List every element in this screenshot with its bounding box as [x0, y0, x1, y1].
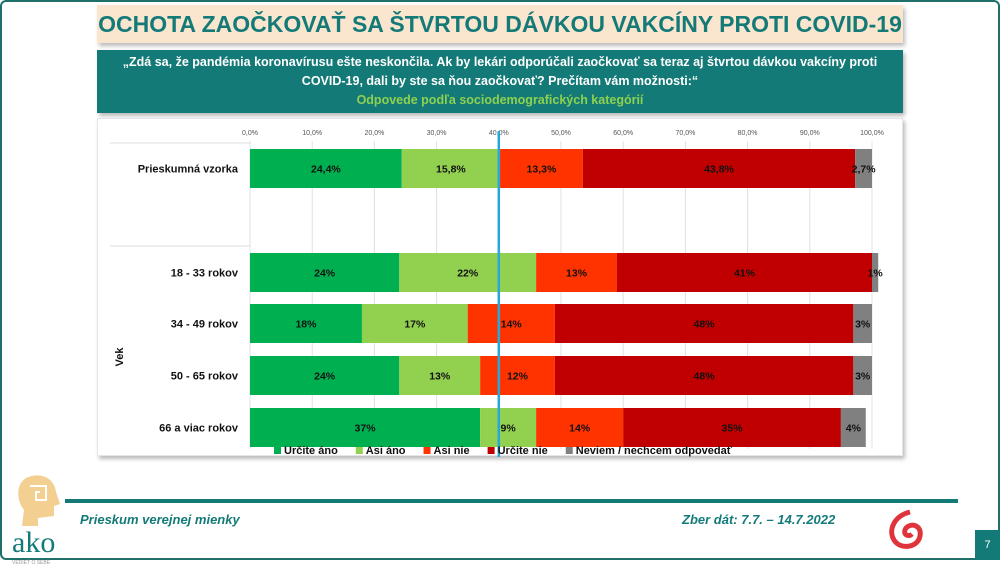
x-tick-label: 50,0%: [551, 130, 571, 137]
bar-segment: [467, 304, 555, 343]
data-label: 9%: [501, 423, 517, 435]
bar-segment: [623, 408, 841, 447]
bar-segment: [554, 356, 854, 395]
bar-segment: [250, 356, 400, 395]
chart: 0,0%10,0%20,0%30,0%40,0%50,0%60,0%70,0%8…: [97, 118, 903, 457]
data-label: 18%: [295, 319, 317, 331]
x-tick-label: 20,0%: [364, 130, 384, 137]
bar-segment: [250, 253, 400, 292]
legend-label: Určite nie: [498, 445, 548, 457]
data-label: 1%: [868, 268, 884, 280]
bar-segment: [250, 304, 362, 343]
category-label: 66 a viac rokov: [159, 423, 239, 435]
legend-swatch: [423, 447, 431, 454]
legend-label: Určite áno: [284, 445, 338, 457]
data-label: 37%: [355, 423, 377, 435]
category-label: 18 - 33 rokov: [171, 268, 239, 280]
data-label: 15,8%: [436, 164, 466, 176]
data-label: 24%: [314, 268, 336, 280]
footer-left: Prieskum verejnej mienky: [80, 512, 240, 527]
footer-date: Zber dát: 7.7. – 14.7.2022: [682, 512, 836, 527]
x-tick-label: 70,0%: [675, 130, 695, 137]
legend-label: Asi nie: [434, 445, 470, 457]
bar-segment: [853, 304, 872, 343]
data-label: 3%: [855, 319, 871, 331]
svg-text:VEDIEŤ O SEBE: VEDIEŤ O SEBE: [12, 558, 51, 566]
question-box: „Zdá sa, že pandémia koronavírusu ešte n…: [97, 50, 903, 113]
bar-segment: [250, 149, 402, 188]
category-label: 50 - 65 rokov: [171, 371, 239, 383]
legend-label: Asi áno: [366, 445, 406, 457]
question-subtitle: Odpovede podľa sociodemografických kateg…: [356, 93, 644, 107]
data-label: 48%: [694, 319, 716, 331]
legend-swatch: [274, 447, 281, 454]
chart-svg: 0,0%10,0%20,0%30,0%40,0%50,0%60,0%70,0%8…: [110, 130, 884, 457]
ako-logo: ako VEDIEŤ O SEBE: [12, 475, 60, 566]
bar-segment: [554, 304, 854, 343]
data-label: 17%: [404, 319, 426, 331]
question-line-1: „Zdá sa, že pandémia koronavírusu ešte n…: [122, 55, 878, 69]
data-label: 3%: [855, 371, 871, 383]
x-tick-label: 100,0%: [860, 130, 884, 137]
legend-swatch: [355, 447, 363, 454]
bar-segment: [399, 356, 481, 395]
x-tick-label: 0,0%: [242, 130, 258, 137]
bar-segment: [536, 408, 624, 447]
bar-segment: [361, 304, 468, 343]
bar-segment: [872, 253, 879, 292]
legend-swatch: [487, 447, 495, 454]
bar-segment: [853, 356, 872, 395]
data-label: 14%: [569, 423, 591, 435]
x-tick-label: 80,0%: [738, 130, 758, 137]
bar-segment: [480, 408, 537, 447]
partner-logo: [889, 509, 923, 549]
x-tick-label: 90,0%: [800, 130, 820, 137]
x-tick-label: 10,0%: [302, 130, 322, 137]
data-label: 2,7%: [852, 164, 877, 176]
data-label: 13,3%: [527, 164, 557, 176]
bar-segment: [480, 356, 555, 395]
data-label: 4%: [846, 423, 862, 435]
data-label: 43,8%: [704, 164, 734, 176]
data-label: 24,4%: [311, 164, 341, 176]
page-title: OCHOTA ZAOČKOVAŤ SA ŠTVRTOU DÁVKOU VAKCÍ…: [97, 5, 903, 43]
data-label: 35%: [722, 423, 744, 435]
group-label: Vek: [114, 347, 126, 367]
bar-segment: [399, 253, 537, 292]
data-label: 22%: [457, 268, 479, 280]
bar-segment: [840, 408, 866, 447]
bar-segment: [536, 253, 617, 292]
legend-swatch: [565, 447, 573, 454]
bar-segment: [582, 149, 856, 188]
category-label: 34 - 49 rokov: [171, 319, 239, 331]
page-number: 7: [975, 530, 1000, 560]
data-label: 48%: [694, 371, 716, 383]
bar-segment: [401, 149, 501, 188]
question-line-2: COVID-19, dali by ste sa ňou zaočkovať? …: [301, 74, 699, 88]
bar-segment: [500, 149, 583, 188]
data-label: 24%: [314, 371, 336, 383]
data-label: 14%: [501, 319, 523, 331]
legend-label: Neviem / nechcem odpovedať: [576, 445, 733, 457]
data-label: 13%: [566, 268, 588, 280]
bar-segment: [855, 149, 872, 188]
category-label: Prieskumná vzorka: [138, 164, 239, 176]
x-tick-label: 60,0%: [613, 130, 633, 137]
svg-text:ako: ako: [12, 526, 55, 559]
x-tick-label: 30,0%: [427, 130, 447, 137]
data-label: 41%: [734, 268, 756, 280]
footer-divider: [65, 499, 958, 503]
bar-segment: [250, 408, 481, 447]
data-label: 13%: [429, 371, 451, 383]
bar-segment: [616, 253, 872, 292]
data-label: 12%: [507, 371, 529, 383]
